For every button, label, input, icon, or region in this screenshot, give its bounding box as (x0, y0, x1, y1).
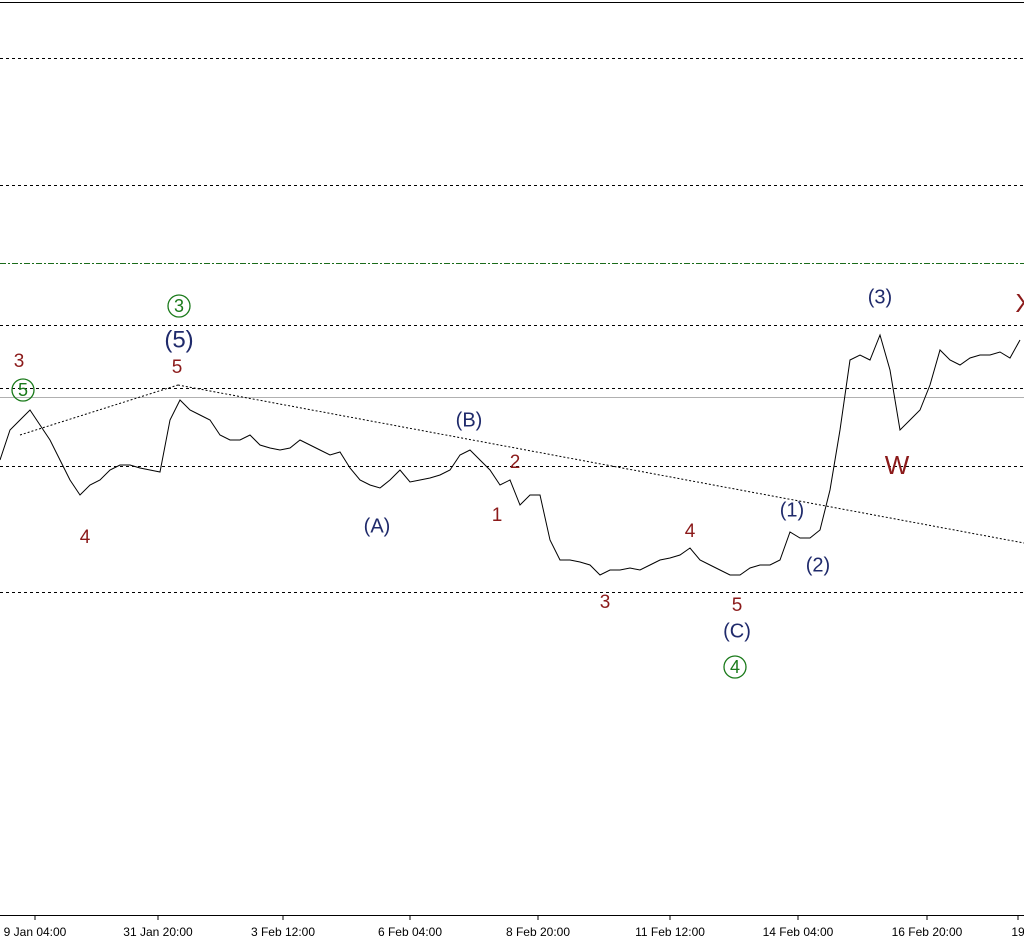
x-tick-label: 14 Feb 04:00 (763, 925, 834, 939)
wave-label: (3) (868, 286, 892, 308)
x-tick-label: 31 Jan 20:00 (123, 925, 193, 939)
wave-label: X (1015, 288, 1024, 318)
wave-label: (B) (456, 409, 483, 431)
x-tick-label: 6 Feb 04:00 (378, 925, 442, 939)
wave-circle (11, 378, 35, 402)
wave-label: 5 (172, 357, 183, 378)
wave-label: W (885, 450, 910, 480)
wave-label: 3 (14, 351, 25, 372)
x-tick-label: 9 Jan 04:00 (4, 925, 67, 939)
wave-label: (1) (780, 499, 804, 521)
wave-label: 5 (18, 380, 28, 400)
x-tick-label: 11 Feb 12:00 (635, 925, 705, 939)
wave-label: (A) (364, 515, 391, 537)
wave-circle (723, 655, 747, 679)
wave-label: (5) (164, 326, 193, 353)
wave-label: 5 (732, 595, 743, 616)
wave-label: 4 (685, 521, 696, 542)
price-line (0, 333, 1021, 576)
wave-label: (C) (723, 620, 751, 642)
wave-circle (167, 294, 191, 318)
wave-label: 3 (600, 592, 611, 613)
x-tick-label: 19 (1011, 925, 1024, 939)
wave-label: 4 (730, 657, 740, 677)
trend-line (19, 384, 179, 436)
wave-label: 4 (80, 527, 91, 548)
x-tick-label: 8 Feb 20:00 (506, 925, 570, 939)
trend-line (177, 384, 1024, 544)
x-tick-label: 16 Feb 20:00 (892, 925, 963, 939)
wave-label: 3 (174, 296, 184, 316)
x-tick-label: 3 Feb 12:00 (251, 925, 315, 939)
wave-label: (2) (806, 554, 830, 576)
wave-label: 2 (510, 452, 521, 473)
wave-label: 1 (492, 505, 503, 526)
